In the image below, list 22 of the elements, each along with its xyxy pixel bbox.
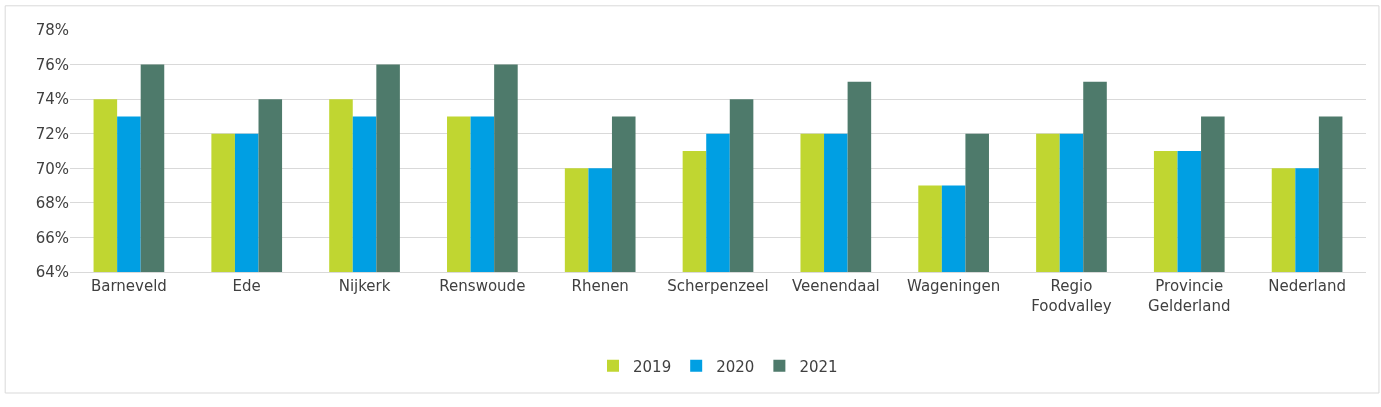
- legend-label: 2019: [633, 357, 672, 376]
- y-tick-label: 64%: [35, 263, 69, 282]
- y-tick-label: 74%: [35, 90, 69, 109]
- legend-label: 2020: [716, 357, 755, 376]
- y-tick-label: 68%: [35, 194, 69, 213]
- x-tick-label: Ede: [232, 277, 261, 295]
- x-tick-label: Scherpenzeel: [667, 277, 769, 295]
- x-tick-label: Regio Foodvalley: [1031, 277, 1112, 315]
- y-tick-label: 76%: [35, 55, 69, 74]
- legend-label: 2021: [799, 357, 838, 376]
- x-tick-label: Nijkerk: [338, 277, 391, 295]
- y-tick-label: 70%: [35, 159, 69, 178]
- x-tick-label: Renswoude: [439, 277, 526, 295]
- y-tick-label: 66%: [35, 228, 69, 247]
- x-tick-label: Provincie Gelderland: [1148, 277, 1231, 315]
- x-tick-label: Nederland: [1268, 277, 1346, 295]
- y-tick-label: 72%: [35, 124, 69, 143]
- x-tick-label: Wageningen: [907, 277, 1001, 295]
- x-tick-label: Veenendaal: [791, 277, 880, 295]
- y-tick-label: 78%: [35, 21, 69, 40]
- x-tick-label: Barneveld: [90, 277, 167, 295]
- x-tick-label: Rhenen: [571, 277, 629, 295]
